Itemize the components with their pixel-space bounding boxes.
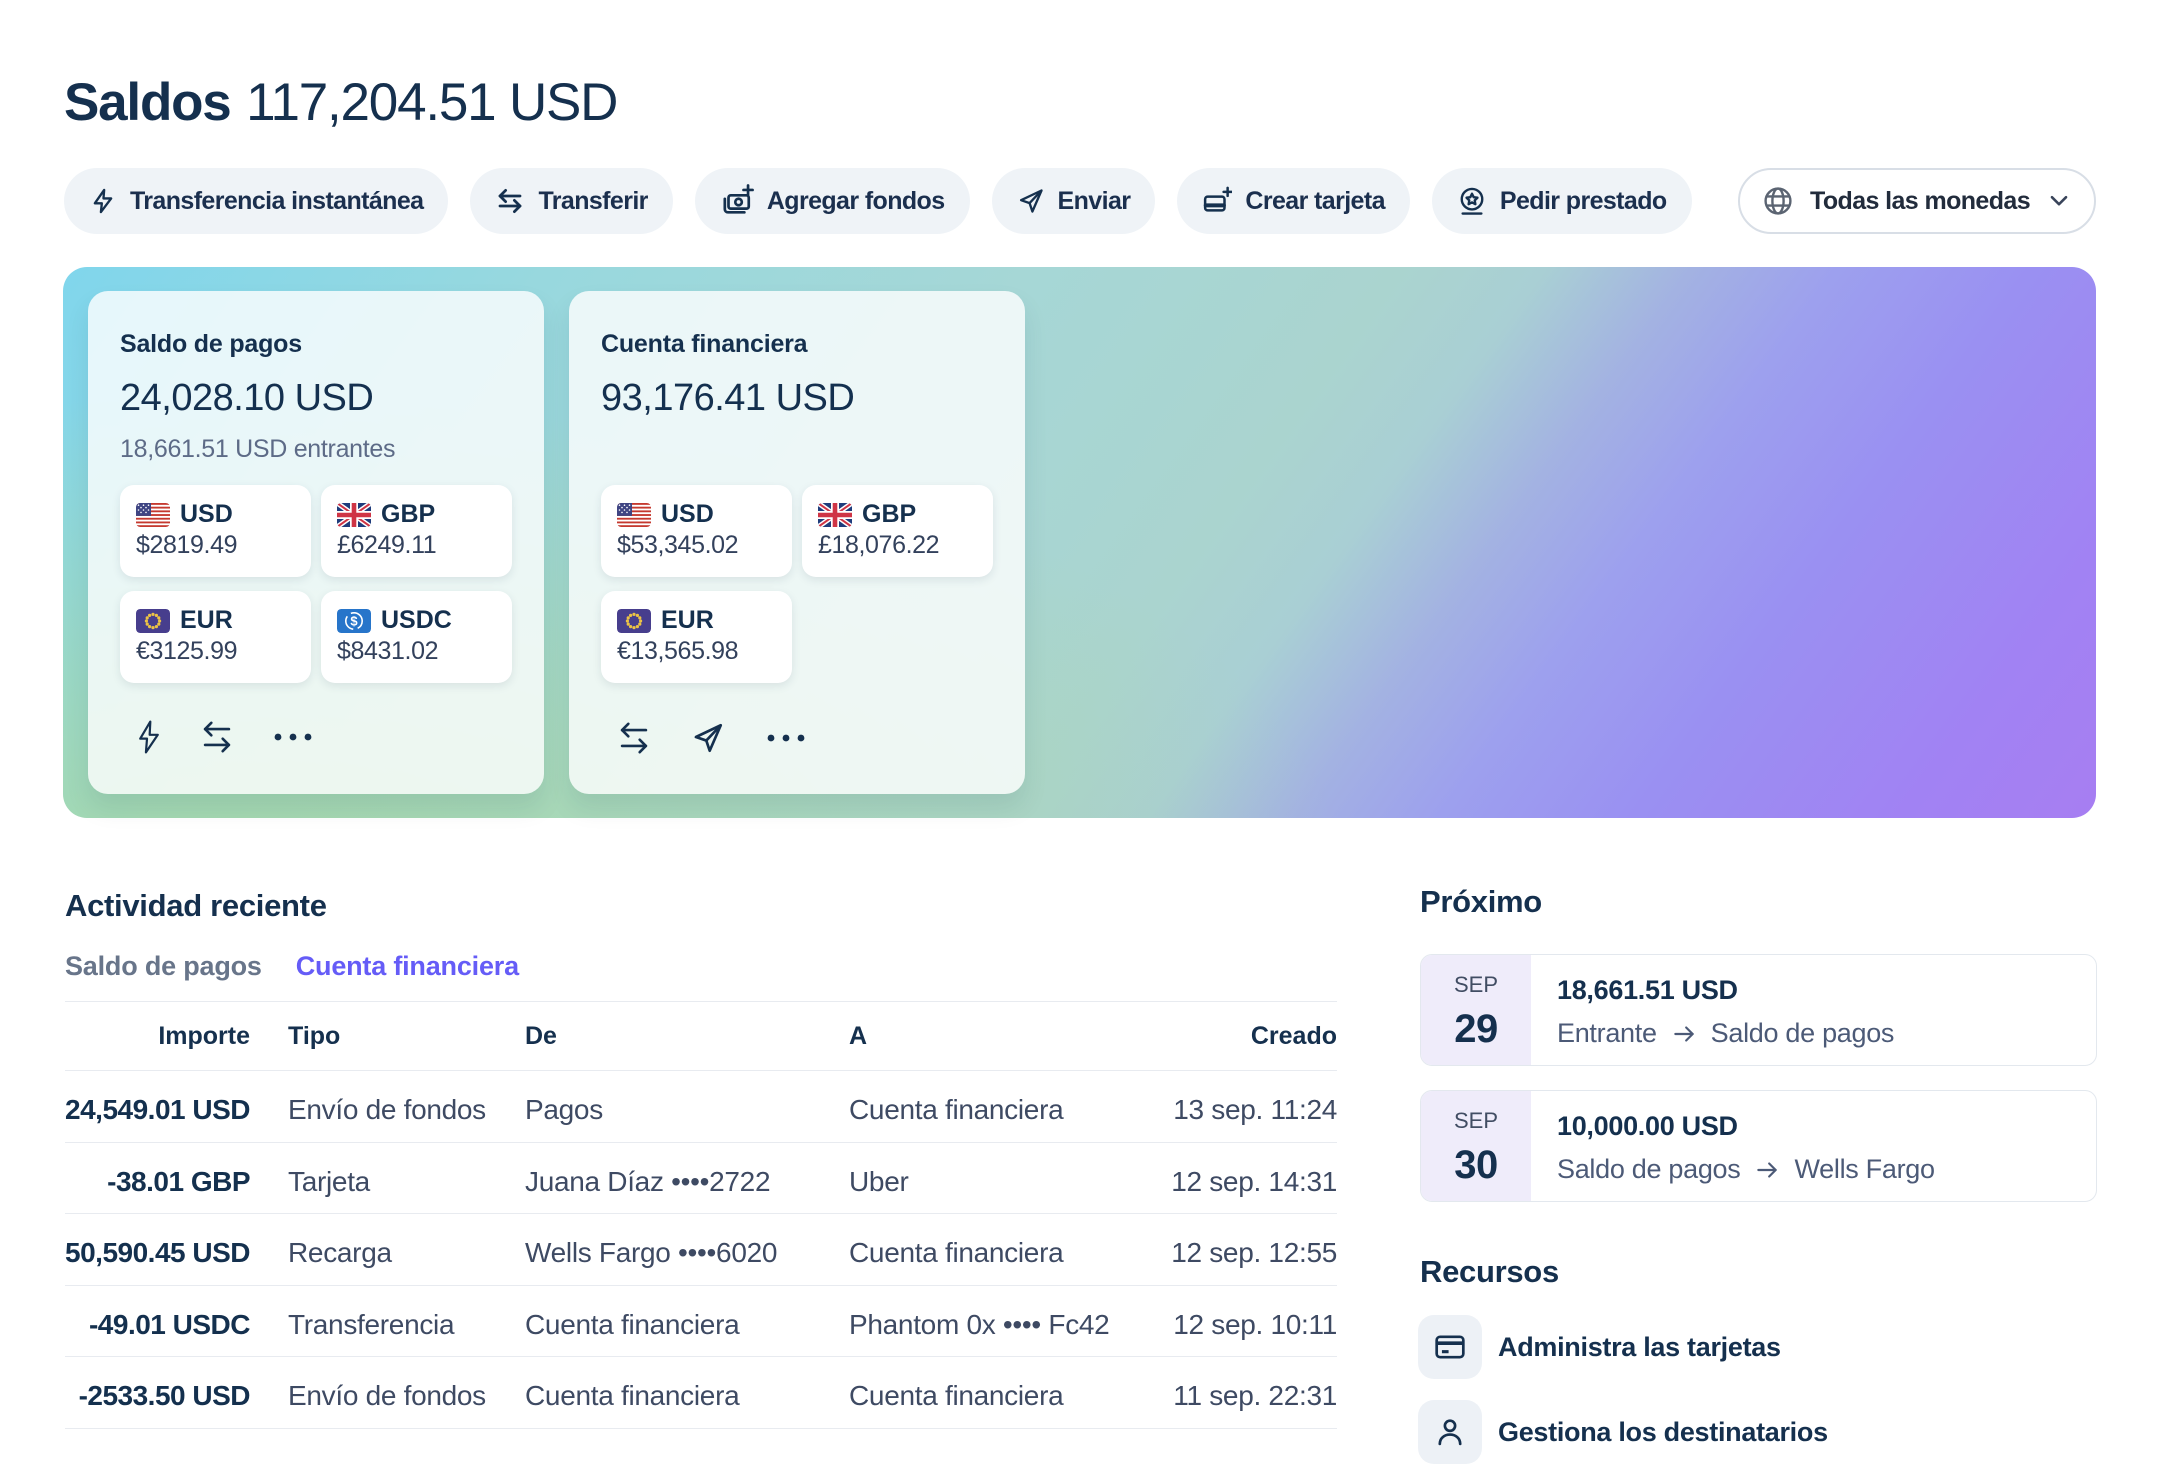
svg-text:$: $: [350, 613, 358, 628]
